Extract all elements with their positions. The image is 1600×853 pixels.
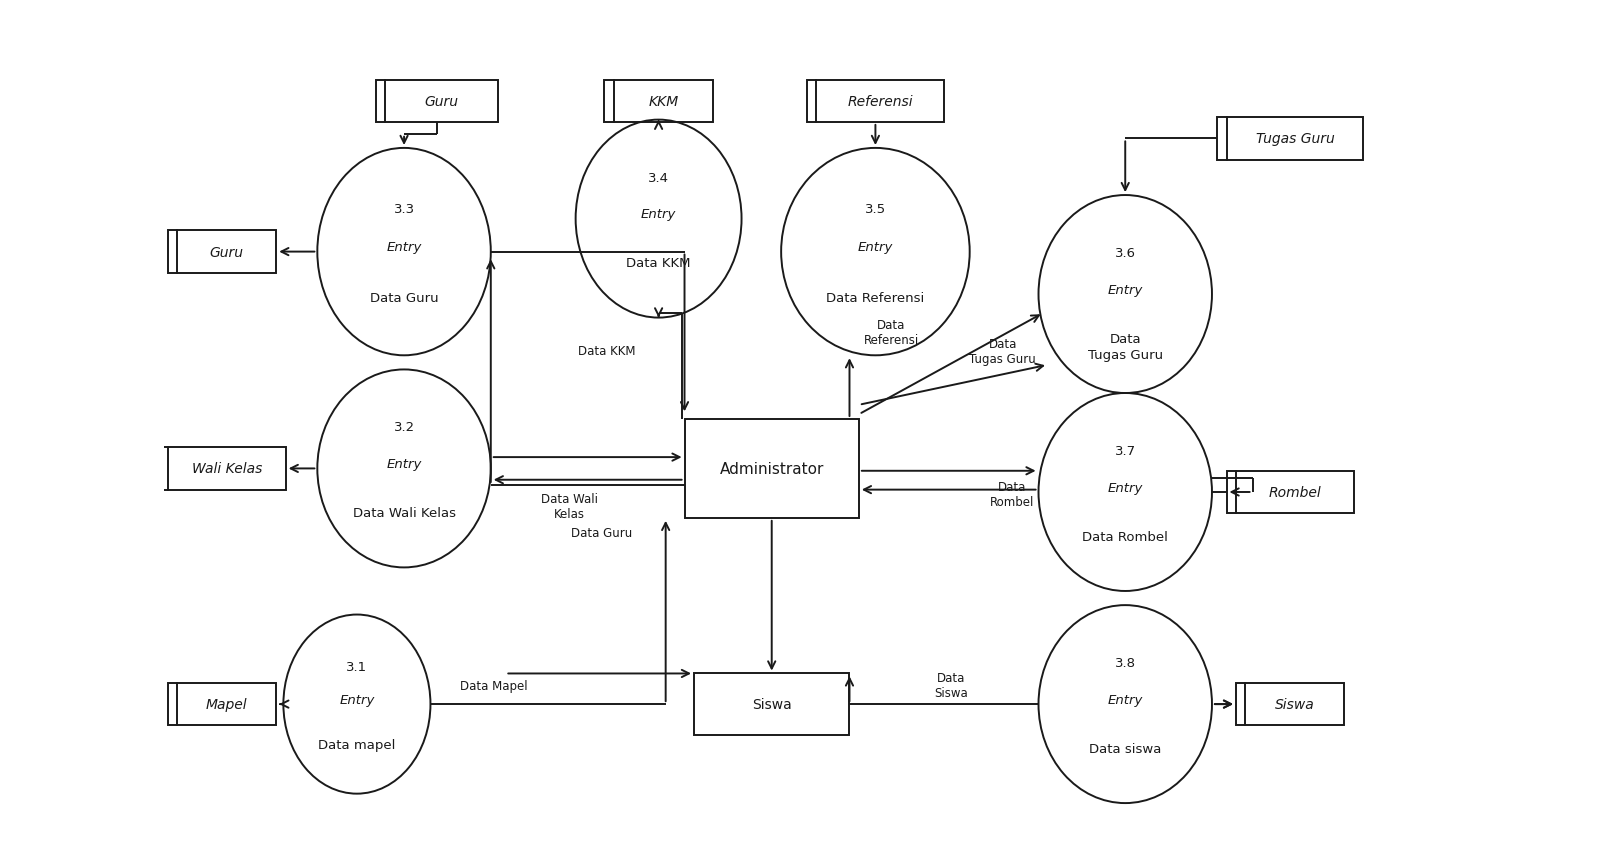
Text: 3.2: 3.2: [394, 421, 414, 434]
Bar: [685, 420, 859, 519]
Text: Siswa: Siswa: [1275, 697, 1315, 711]
Text: Tugas Guru: Tugas Guru: [1256, 132, 1334, 147]
Text: Data
Siswa: Data Siswa: [934, 671, 968, 699]
Text: Rombel: Rombel: [1269, 485, 1322, 499]
Text: Guru: Guru: [424, 95, 459, 108]
Text: Guru: Guru: [210, 246, 243, 259]
Text: Data Mapel: Data Mapel: [459, 679, 528, 692]
Text: 3.6: 3.6: [1115, 247, 1136, 259]
Text: Wali Kelas: Wali Kelas: [192, 461, 262, 476]
Text: Entry: Entry: [1107, 481, 1142, 494]
Text: Data
Tugas Guru: Data Tugas Guru: [1088, 333, 1163, 361]
Bar: [605, 80, 712, 123]
Bar: [1218, 118, 1363, 160]
Text: Siswa: Siswa: [752, 697, 792, 711]
Text: Entry: Entry: [386, 457, 422, 470]
Text: Data Rombel: Data Rombel: [1082, 530, 1168, 543]
Text: Administrator: Administrator: [720, 461, 824, 476]
Text: Data KKM: Data KKM: [578, 345, 635, 357]
Text: Entry: Entry: [642, 208, 677, 221]
Text: Data Guru: Data Guru: [370, 292, 438, 305]
Text: Mapel: Mapel: [206, 697, 248, 711]
Text: Data Wali
Kelas: Data Wali Kelas: [541, 492, 597, 520]
Text: Data
Referensi: Data Referensi: [864, 318, 918, 346]
Bar: [168, 231, 277, 274]
Text: Entry: Entry: [339, 693, 374, 706]
Text: Entry: Entry: [1107, 693, 1142, 705]
Text: Entry: Entry: [386, 241, 422, 253]
Text: Data
Rombel: Data Rombel: [990, 481, 1034, 508]
Text: 3.8: 3.8: [1115, 656, 1136, 670]
Text: 3.3: 3.3: [394, 202, 414, 215]
Text: Entry: Entry: [858, 241, 893, 253]
Text: Data Wali Kelas: Data Wali Kelas: [352, 507, 456, 519]
Bar: [158, 448, 286, 490]
Bar: [376, 80, 498, 123]
Text: Data
Tugas Guru: Data Tugas Guru: [970, 337, 1037, 365]
Text: Data Guru: Data Guru: [571, 526, 632, 539]
Text: 3.7: 3.7: [1115, 444, 1136, 457]
Text: Entry: Entry: [1107, 283, 1142, 296]
Text: 3.4: 3.4: [648, 171, 669, 184]
Text: 3.5: 3.5: [866, 202, 886, 215]
Bar: [806, 80, 944, 123]
Text: 3.1: 3.1: [346, 660, 368, 673]
Bar: [168, 683, 277, 725]
Text: Data siswa: Data siswa: [1090, 742, 1162, 755]
Bar: [694, 674, 850, 735]
Text: Referensi: Referensi: [848, 95, 914, 108]
Bar: [1237, 683, 1344, 725]
Text: KKM: KKM: [648, 95, 678, 108]
Text: Data KKM: Data KKM: [626, 257, 691, 270]
Text: Data mapel: Data mapel: [318, 738, 395, 751]
Bar: [1227, 471, 1354, 514]
Text: Data Referensi: Data Referensi: [826, 292, 925, 305]
